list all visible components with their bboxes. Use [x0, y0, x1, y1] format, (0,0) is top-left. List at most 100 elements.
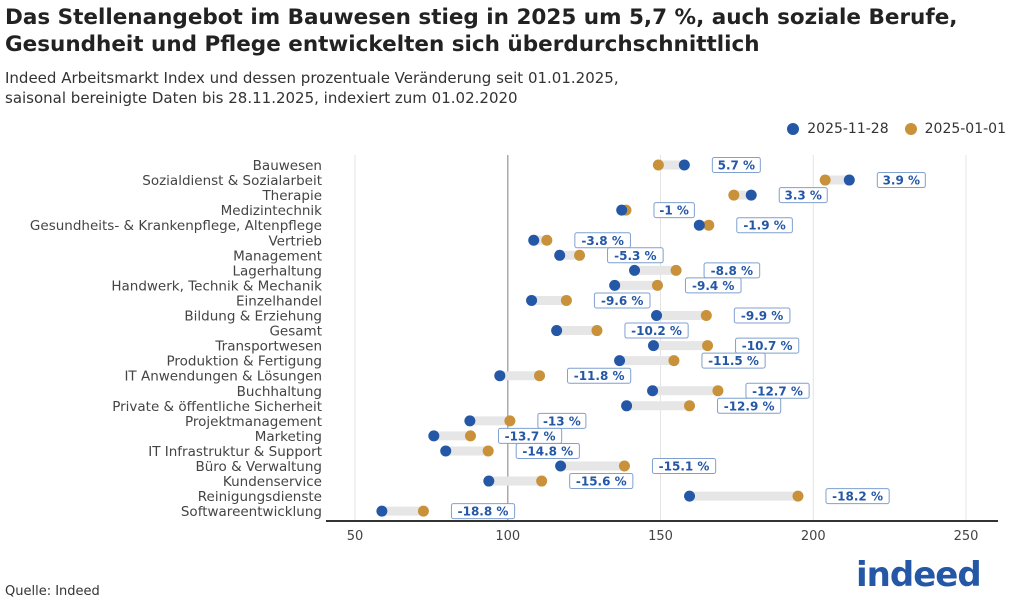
- category-label: Lagerhaltung: [232, 263, 322, 279]
- category-label: Private & öffentliche Sicherheit: [112, 399, 322, 415]
- change-label: -14.8 %: [522, 444, 573, 458]
- current-point: [494, 370, 506, 382]
- table-row: Therapie 3.3 %: [261, 187, 828, 204]
- subtitle-line-1: Indeed Arbeitsmarkt Index und dessen pro…: [5, 69, 619, 87]
- change-label: -12.7 %: [752, 384, 803, 398]
- change-label: -10.2 %: [631, 324, 682, 338]
- category-label: Einzelhandel: [236, 293, 322, 309]
- change-label: -5.3 %: [614, 249, 656, 263]
- chart-subtitle: Indeed Arbeitsmarkt Index und dessen pro…: [5, 68, 619, 108]
- change-label: -1.9 %: [743, 219, 785, 233]
- table-row: Büro & Verwaltung -15.1 %: [195, 458, 717, 475]
- category-label: Produktion & Fertigung: [166, 354, 322, 370]
- current-point: [629, 264, 641, 276]
- table-row: Lagerhaltung -8.8 %: [232, 262, 761, 279]
- legend-item-start: 2025-01-01: [904, 121, 1006, 137]
- change-label: -18.2 %: [832, 490, 883, 504]
- change-label-box: [711, 157, 761, 173]
- start-point: [712, 385, 724, 397]
- x-tick-label: 200: [801, 529, 826, 544]
- category-label: Buchhaltung: [237, 384, 322, 400]
- category-label: Management: [233, 248, 322, 264]
- table-row: Einzelhandel -9.6 %: [236, 292, 651, 309]
- change-label: -15.1 %: [659, 460, 710, 474]
- current-point: [843, 174, 855, 186]
- change-label-box: [574, 232, 631, 249]
- table-row: Buchhaltung -12.7 %: [237, 382, 810, 400]
- category-label: Marketing: [255, 429, 322, 445]
- current-point: [376, 505, 388, 517]
- category-label: Transportwesen: [214, 339, 322, 355]
- start-point: [700, 310, 712, 321]
- table-row: Bauwesen 5.7 %: [253, 157, 761, 174]
- current-point: [483, 475, 495, 487]
- table-row: Transportwesen -10.7 %: [214, 337, 800, 355]
- category-label: Kundenservice: [223, 474, 322, 490]
- legend-label-current: 2025-11-28: [807, 121, 889, 137]
- legend-marker-current: [787, 123, 800, 135]
- category-label: Projektmanagement: [185, 414, 322, 430]
- current-point: [651, 310, 663, 321]
- table-row: Softwareentwicklung -18.8 %: [181, 503, 516, 520]
- change-label: -8.8 %: [711, 264, 753, 278]
- change-label-box: [733, 307, 791, 324]
- change-label-box: [515, 442, 580, 459]
- category-label: Gesamt: [269, 324, 322, 340]
- change-label-box: [717, 397, 782, 414]
- current-point: [621, 400, 633, 412]
- current-point: [745, 189, 757, 201]
- change-label: -18.8 %: [458, 505, 509, 519]
- start-point: [792, 490, 804, 502]
- start-point: [618, 460, 630, 472]
- current-point: [678, 159, 690, 171]
- change-label: -9.9 %: [741, 309, 783, 323]
- change-label-box: [593, 292, 651, 309]
- change-label-box: [825, 488, 890, 505]
- table-row: Vertrieb -3.8 %: [268, 232, 631, 249]
- change-label: -13.7 %: [505, 429, 556, 443]
- start-point: [504, 415, 516, 427]
- change-label: -11.8 %: [574, 369, 625, 383]
- start-point: [670, 264, 682, 276]
- start-point: [536, 475, 548, 487]
- change-label: -1 %: [659, 204, 689, 218]
- current-point: [614, 355, 626, 367]
- category-label: Medizintechnik: [221, 203, 323, 219]
- current-point: [440, 445, 452, 457]
- category-label: Gesundheits- & Krankenpflege, Altenpfleg…: [30, 218, 322, 234]
- change-label-box: [701, 352, 766, 369]
- change-label: -9.6 %: [601, 294, 643, 308]
- start-point: [417, 505, 429, 517]
- table-row: Handwerk, Technik & Mechanik -9.4 %: [111, 277, 742, 294]
- current-point: [609, 279, 621, 291]
- table-row: Gesundheits- & Krankenpflege, Altenpfleg…: [30, 217, 793, 234]
- change-label-box: [607, 247, 664, 264]
- current-point: [551, 325, 563, 337]
- category-label: Büro & Verwaltung: [195, 459, 322, 475]
- start-point: [560, 294, 572, 306]
- category-label: IT Infrastruktur & Support: [148, 444, 322, 460]
- change-label: -10.7 %: [742, 339, 793, 353]
- category-label: Bildung & Erziehung: [184, 309, 322, 325]
- table-row: Sozialdienst & Sozialarbeit 3.9 %: [142, 172, 926, 189]
- table-row: IT Anwendungen & Lösungen -11.8 %: [124, 367, 632, 385]
- change-label: -15.6 %: [576, 475, 627, 489]
- indeed-logo: indeed: [856, 555, 982, 595]
- category-label: Handwerk, Technik & Mechanik: [111, 278, 322, 294]
- change-label-box: [450, 503, 516, 520]
- current-point: [464, 415, 476, 427]
- category-label: Reinigungsdienste: [198, 489, 322, 505]
- current-point: [684, 490, 696, 502]
- current-point: [555, 460, 567, 472]
- start-point: [703, 219, 715, 231]
- change-label-box: [736, 217, 793, 234]
- change-label: -3.8 %: [581, 234, 623, 248]
- table-row: Management -5.3 %: [233, 247, 664, 264]
- table-row: Private & öffentliche Sicherheit -12.9 %: [112, 397, 782, 415]
- chart-title: Das Stellenangebot im Bauwesen stieg in …: [5, 5, 958, 57]
- start-point: [819, 174, 831, 186]
- table-row: Reinigungsdienste -18.2 %: [198, 488, 890, 505]
- current-point: [528, 234, 540, 246]
- x-tick-label: 100: [495, 529, 520, 544]
